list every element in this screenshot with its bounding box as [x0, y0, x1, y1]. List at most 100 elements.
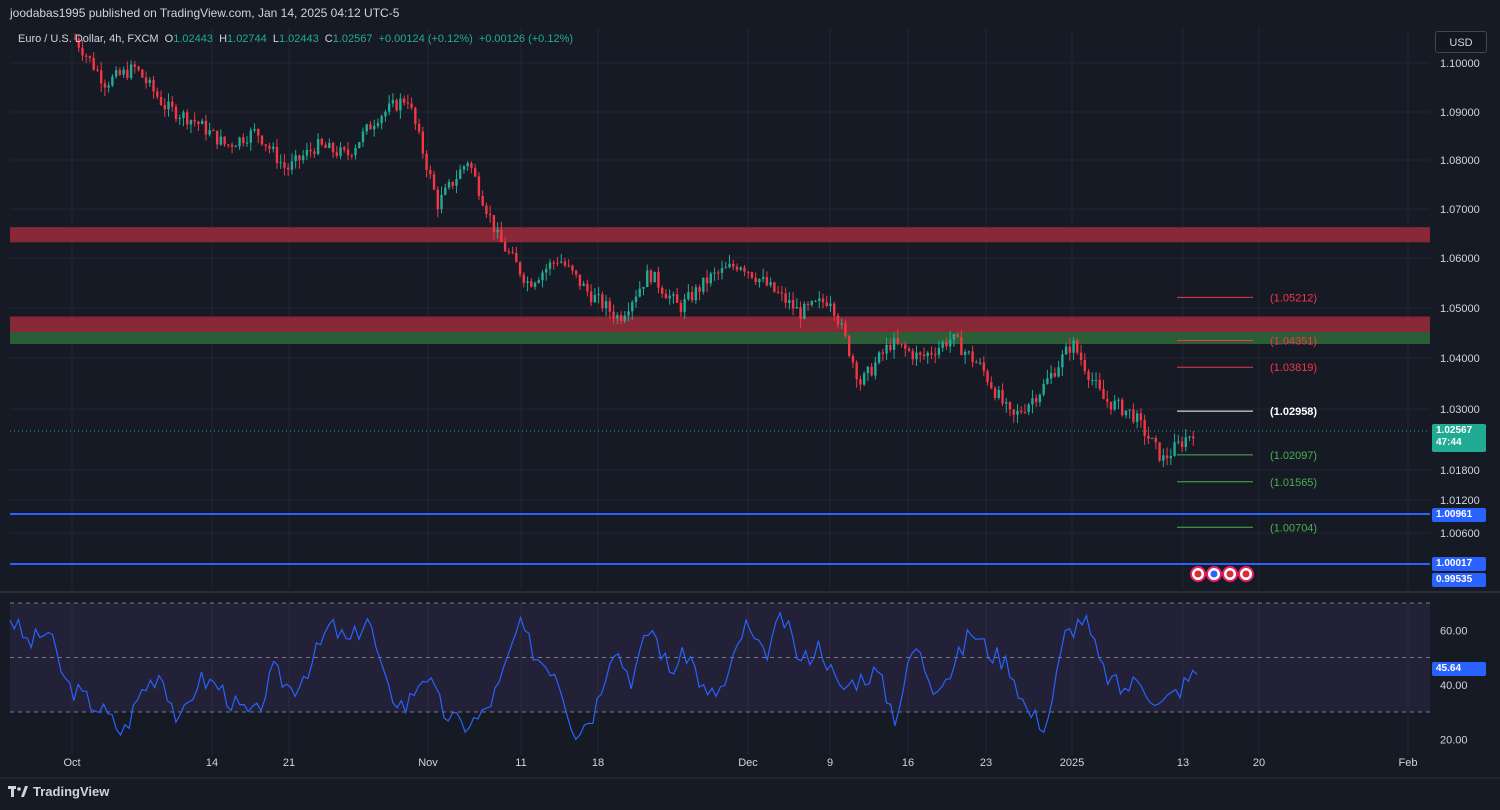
candle-body — [1180, 441, 1184, 448]
currency-button[interactable]: USD — [1435, 31, 1487, 53]
candle-body — [447, 181, 451, 188]
candle-body — [186, 112, 189, 125]
candle-body — [653, 271, 656, 283]
publish-info: joodabas1995 published on TradingView.co… — [10, 6, 400, 20]
candle-body — [818, 298, 821, 301]
candle-body — [900, 343, 903, 345]
candle-body — [919, 352, 922, 355]
candle-body — [574, 270, 578, 275]
candle-body — [189, 120, 193, 125]
candle-body — [215, 130, 219, 145]
candle-body — [77, 38, 80, 48]
candle-body — [141, 69, 144, 78]
symbol-name[interactable]: Euro / U.S. Dollar, 4h, FXCM — [18, 33, 159, 45]
high-label: H — [219, 33, 228, 45]
candle-body — [406, 102, 410, 104]
candle-body — [978, 362, 982, 364]
candle-body — [459, 169, 462, 179]
x-axis-label: 16 — [902, 757, 914, 769]
candle-body — [1034, 398, 1038, 403]
footer: TradingView — [8, 784, 109, 799]
candle-body — [1102, 388, 1105, 400]
candle-body — [1128, 409, 1131, 411]
candle-body — [324, 144, 327, 148]
candle-body — [810, 301, 813, 305]
candle-body — [373, 126, 376, 130]
x-axis-label: Dec — [738, 757, 758, 769]
candle-body — [754, 277, 757, 283]
candle-body — [948, 339, 952, 347]
candle-body — [795, 306, 799, 309]
candle-body — [1001, 389, 1004, 404]
candle-body — [395, 100, 398, 111]
candle-body — [1165, 455, 1169, 459]
candle-body — [533, 282, 537, 287]
candle-body — [432, 174, 436, 190]
candle-body — [331, 142, 335, 153]
candle-body — [1106, 399, 1109, 402]
candle-body — [421, 131, 425, 154]
candle-body — [937, 347, 941, 355]
candle-body — [290, 161, 294, 170]
candle-body — [649, 270, 653, 283]
candles-group — [73, 33, 1195, 468]
candle-body — [107, 85, 110, 88]
x-axis-label: 2025 — [1060, 757, 1084, 769]
candle-body — [283, 162, 286, 168]
candle-body — [1113, 400, 1116, 410]
candle-body — [728, 263, 731, 268]
candle-body — [365, 124, 368, 132]
candle-body — [111, 76, 114, 86]
candle-body — [485, 205, 488, 215]
candle-body — [1083, 359, 1086, 372]
candle-body — [713, 272, 716, 274]
candle-body — [844, 323, 847, 336]
candle-body — [488, 214, 492, 216]
y-axis-label: 1.03000 — [1440, 404, 1480, 416]
symbol-legend: Euro / U.S. Dollar, 4h, FXCM O1.02443 H1… — [18, 33, 573, 45]
candle-body — [997, 389, 1000, 398]
candle-body — [911, 350, 914, 360]
candle-body — [99, 70, 103, 84]
candle-body — [264, 144, 267, 146]
candle-body — [833, 303, 836, 316]
candle-body — [672, 294, 675, 296]
candle-body — [234, 146, 238, 148]
last-price-value: 1.02567 — [1436, 425, 1473, 436]
candle-body — [1154, 437, 1158, 443]
candle-body — [451, 181, 454, 186]
candle-body — [788, 300, 791, 303]
candle-body — [874, 362, 877, 376]
candle-body — [623, 315, 626, 322]
low-value: 1.02443 — [278, 33, 319, 45]
candle-body — [227, 144, 230, 146]
candle-body — [926, 352, 929, 357]
candle-body — [223, 136, 226, 145]
candle-body — [1068, 346, 1072, 353]
candle-body — [619, 315, 623, 322]
candle-body — [103, 83, 107, 88]
candle-body — [732, 263, 735, 267]
candle-body — [1132, 409, 1135, 422]
candle-body — [1057, 367, 1060, 377]
candle-body — [238, 137, 241, 147]
candle-body — [1147, 435, 1150, 439]
candle-body — [156, 91, 159, 97]
candle-body — [724, 267, 727, 269]
candle-body — [829, 303, 832, 306]
candle-body — [904, 344, 907, 349]
candle-body — [612, 311, 615, 319]
candle-body — [410, 103, 413, 108]
candle-body — [1169, 456, 1173, 459]
open-label: O — [164, 33, 174, 45]
candle-body — [545, 268, 548, 273]
x-axis-label: Nov — [418, 757, 438, 769]
candle-body — [586, 283, 589, 292]
candle-body — [1124, 410, 1128, 416]
candle-body — [646, 270, 649, 288]
candle-body — [945, 341, 948, 347]
candle-body — [1042, 383, 1045, 395]
candle-body — [309, 149, 312, 152]
candle-body — [765, 277, 769, 286]
